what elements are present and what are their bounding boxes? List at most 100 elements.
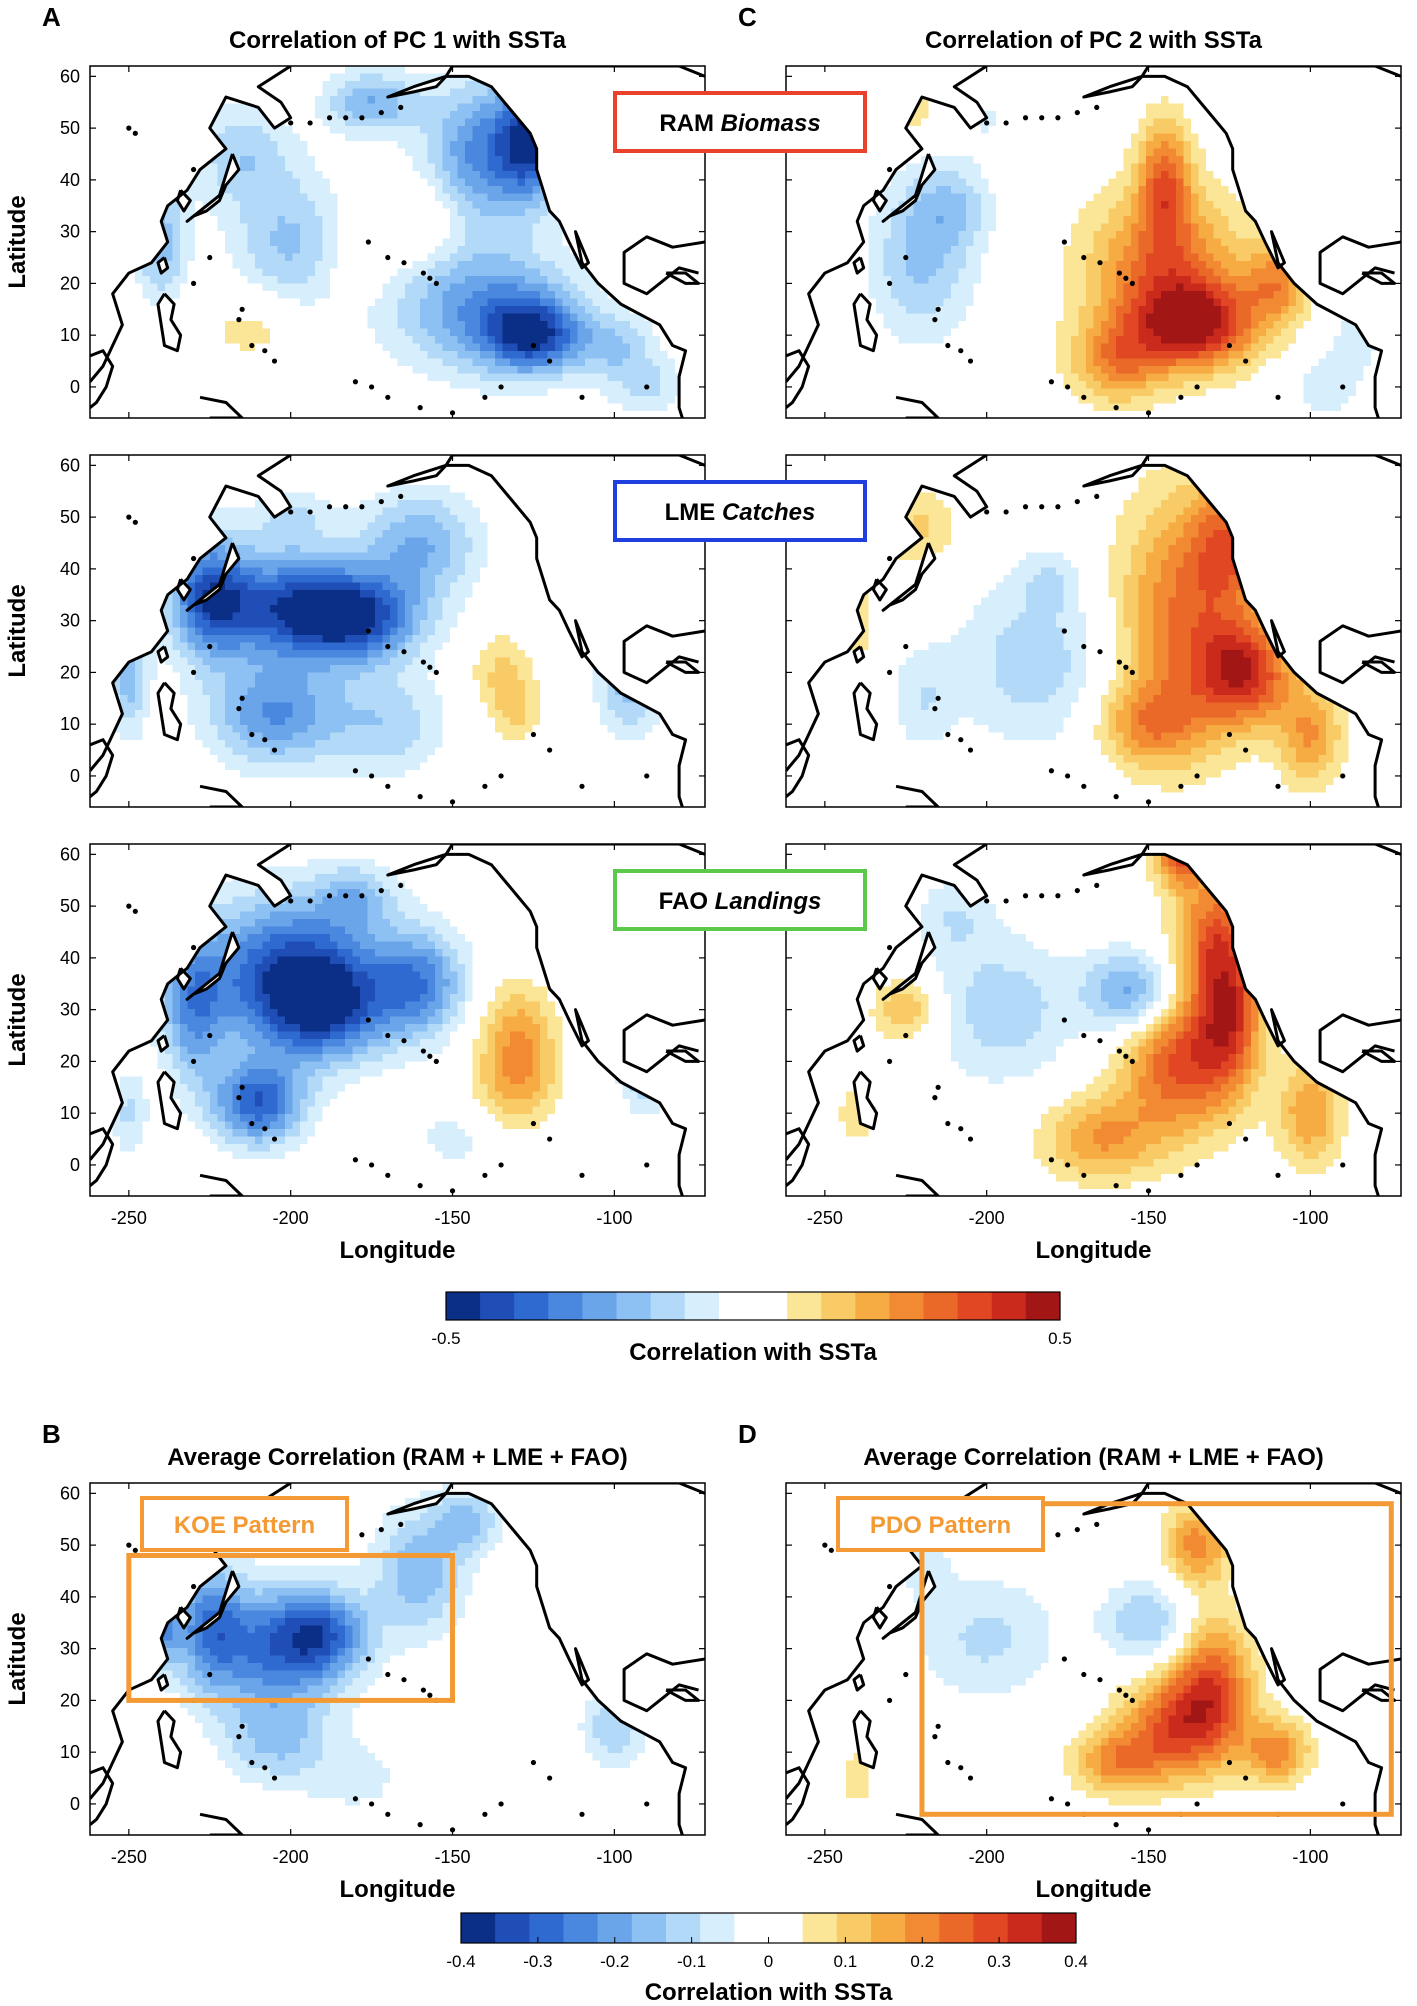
field-cell — [390, 66, 399, 75]
field-cell — [262, 148, 271, 157]
field-cell — [412, 186, 421, 195]
field-cell — [525, 186, 534, 195]
field-cell — [420, 193, 429, 202]
field-cell — [225, 283, 234, 292]
field-cell — [195, 201, 204, 210]
field-cell — [322, 366, 331, 375]
field-cell — [360, 96, 369, 105]
field-cell — [300, 103, 309, 112]
field-cell — [540, 246, 549, 255]
field-cell — [135, 411, 144, 418]
field-cell — [532, 238, 541, 247]
field-cell — [210, 171, 219, 180]
field-cell — [517, 366, 526, 375]
field-cell — [322, 148, 331, 157]
field-cell — [165, 223, 174, 232]
field-cell — [270, 336, 279, 345]
field-cell — [405, 103, 414, 112]
field-cell — [405, 253, 414, 262]
field-cell — [547, 328, 556, 337]
field-cell — [382, 381, 391, 390]
field-cell — [247, 231, 256, 240]
field-cell — [262, 238, 271, 247]
field-cell — [1063, 148, 1072, 157]
field-cell — [1146, 81, 1155, 90]
field-cell — [1116, 141, 1125, 150]
field-cell — [495, 148, 504, 157]
field-cell — [232, 103, 241, 112]
field-cell — [1033, 126, 1042, 135]
field-cell — [1011, 133, 1020, 142]
field-cell — [255, 313, 264, 322]
field-cell — [495, 118, 504, 127]
field-cell — [405, 148, 414, 157]
field-cell — [315, 141, 324, 150]
field-cell — [540, 283, 549, 292]
field-cell — [262, 141, 271, 150]
field-cell — [345, 358, 354, 367]
field-cell — [450, 178, 459, 187]
field-cell — [667, 373, 676, 382]
field-cell — [120, 298, 129, 307]
field-cell — [1198, 133, 1207, 142]
field-cell — [472, 118, 481, 127]
field-cell — [322, 216, 331, 225]
field-cell — [577, 328, 586, 337]
field-cell — [135, 313, 144, 322]
field-cell — [367, 231, 376, 240]
field-cell — [547, 411, 556, 418]
field-cell — [367, 88, 376, 97]
field-cell — [172, 411, 181, 418]
field-cell — [487, 343, 496, 352]
field-cell — [225, 358, 234, 367]
field-cell — [457, 253, 466, 262]
field-cell — [277, 148, 286, 157]
field-cell — [532, 321, 541, 330]
field-cell — [390, 238, 399, 247]
field-cell — [307, 231, 316, 240]
field-cell — [457, 373, 466, 382]
field-cell — [592, 396, 601, 405]
field-cell — [352, 223, 361, 232]
field-cell — [390, 261, 399, 270]
field-cell — [330, 328, 339, 337]
field-cell — [457, 126, 466, 135]
field-cell — [322, 81, 331, 90]
field-cell — [240, 283, 249, 292]
field-cell — [337, 366, 346, 375]
field-cell — [495, 253, 504, 262]
field-cell — [202, 276, 211, 285]
field-cell — [517, 411, 526, 418]
field-cell — [1071, 156, 1080, 165]
field-cell — [337, 381, 346, 390]
field-cell — [217, 238, 226, 247]
field-cell — [165, 208, 174, 217]
field-cell — [585, 351, 594, 360]
field-cell — [495, 231, 504, 240]
field-cell — [172, 291, 181, 300]
field-cell — [637, 321, 646, 330]
field-cell — [270, 223, 279, 232]
field-cell — [510, 208, 519, 217]
field-cell — [465, 351, 474, 360]
field-cell — [637, 358, 646, 367]
field-cell — [442, 103, 451, 112]
field-cell — [367, 66, 376, 75]
field-cell — [562, 313, 571, 322]
field-cell — [142, 351, 151, 360]
field-cell — [1198, 111, 1207, 120]
field-cell — [465, 178, 474, 187]
field-cell — [570, 306, 579, 315]
field-cell — [1116, 118, 1125, 127]
field-cell — [1086, 133, 1095, 142]
field-cell — [1071, 73, 1080, 82]
field-cell — [555, 366, 564, 375]
field-cell — [247, 321, 256, 330]
field-cell — [405, 381, 414, 390]
field-cell — [315, 178, 324, 187]
field-cell — [217, 133, 226, 142]
field-cell — [495, 321, 504, 330]
field-cell — [255, 246, 264, 255]
field-cell — [570, 411, 579, 418]
